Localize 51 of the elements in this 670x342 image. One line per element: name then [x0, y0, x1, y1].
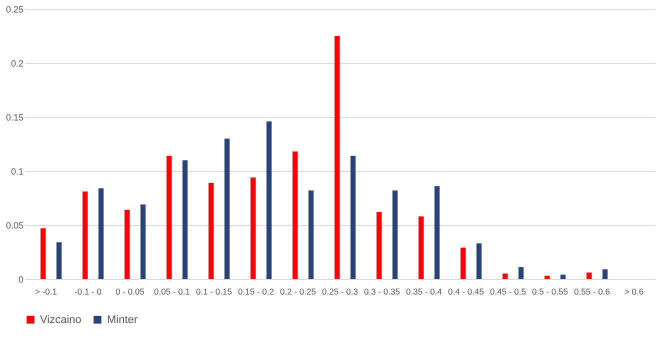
bar: [98, 188, 104, 279]
x-tick-label: 0.05 - 0.1: [154, 286, 190, 296]
bar: [544, 276, 550, 279]
y-tick-label: 0.2: [10, 58, 24, 68]
bar: [476, 243, 482, 279]
x-tick-label: 0.4 - 0.45: [448, 286, 484, 296]
x-tick-label: 0.25 - 0.3: [322, 286, 358, 296]
x-tick-label: 0.1 - 0.15: [196, 286, 232, 296]
bar: [518, 267, 524, 279]
bar: [350, 156, 356, 279]
x-tick-label: 0.35 - 0.4: [406, 286, 442, 296]
bar: [308, 190, 314, 279]
y-tick-label: 0.05: [6, 220, 24, 230]
bar: [208, 182, 214, 279]
bar: [334, 36, 340, 279]
bar: [560, 274, 566, 279]
x-tick-label: 0.45 - 0.5: [490, 286, 526, 296]
bar: [250, 177, 256, 279]
bar: [418, 216, 424, 279]
bar: [460, 248, 466, 279]
bar: [292, 152, 298, 279]
bar: [602, 269, 608, 279]
x-tick-label: 0.2 - 0.25: [280, 286, 316, 296]
bar: [586, 272, 592, 279]
x-tick-label: > -0.1: [35, 286, 58, 296]
x-tick-label: 0.15 - 0.2: [238, 286, 274, 296]
bar: [376, 212, 382, 279]
y-tick-label: 0: [18, 274, 24, 284]
bar: [502, 274, 508, 279]
x-tick-label: 0.5 - 0.55: [532, 286, 568, 296]
bar: [266, 121, 272, 279]
bar: [182, 160, 188, 279]
x-tick-label: 0.55 - 0.6: [574, 286, 610, 296]
bar: [140, 204, 146, 279]
bar: [434, 186, 440, 279]
x-tick-label: 0.3 - 0.35: [364, 286, 400, 296]
x-tick-label: 0 - 0.05: [116, 286, 145, 296]
x-tick-label: -0.1 - 0: [74, 286, 102, 296]
bar: [166, 156, 172, 279]
y-tick-label: 0.1: [10, 166, 24, 176]
legend-label: Vizcaino: [40, 314, 82, 326]
x-tick-label: > 0.6: [624, 286, 644, 296]
bar: [124, 210, 130, 279]
legend-label: Minter: [107, 314, 138, 326]
bar: [392, 190, 398, 279]
bar: [224, 138, 230, 279]
bar: [40, 228, 46, 279]
bar: [56, 242, 62, 279]
y-tick-label: 0.25: [6, 4, 24, 14]
y-tick-label: 0.15: [6, 112, 24, 122]
bar: [82, 192, 88, 279]
